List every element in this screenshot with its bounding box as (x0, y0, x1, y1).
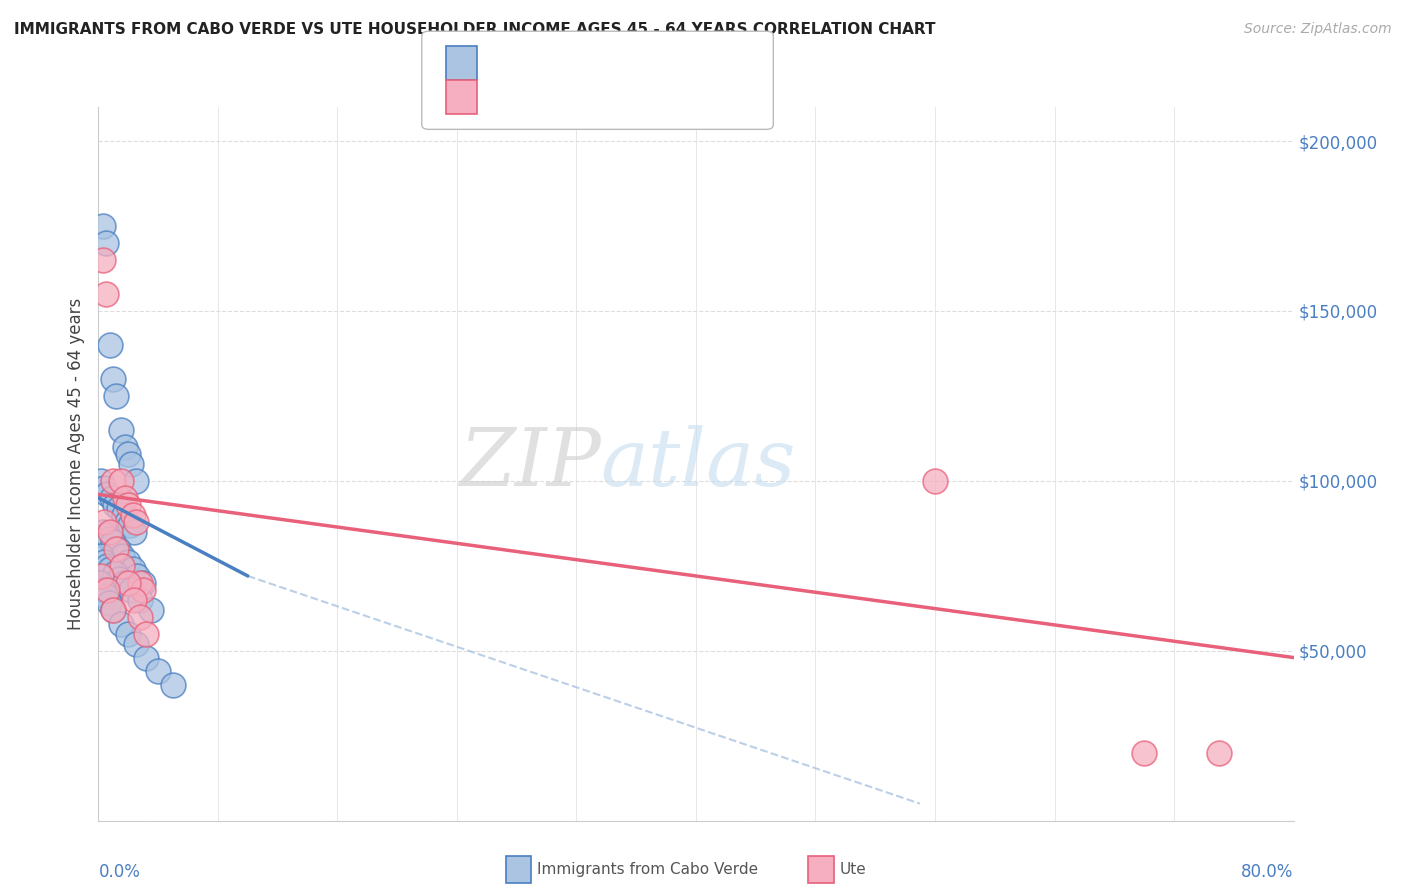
Point (98, 338, 122, 352)
Point (101, 491, 124, 505)
Point (114, 440, 136, 454)
Text: R = -0.207   N = 51: R = -0.207 N = 51 (491, 56, 641, 70)
Point (98, 524, 122, 539)
Point (97, 532, 120, 546)
Text: R = -0.468   N = 22: R = -0.468 N = 22 (491, 90, 641, 104)
Point (91, 582, 114, 597)
Point (120, 582, 142, 597)
Point (94, 528, 117, 542)
Point (111, 558, 134, 573)
Point (107, 541, 129, 556)
Point (105, 389, 128, 403)
Point (103, 372, 125, 386)
Point (1208, 746, 1230, 760)
Point (94, 287, 117, 301)
Point (94, 590, 117, 604)
Text: Immigrants from Cabo Verde: Immigrants from Cabo Verde (537, 863, 758, 877)
Text: IMMIGRANTS FROM CABO VERDE VS UTE HOUSEHOLDER INCOME AGES 45 - 64 YEARS CORRELAT: IMMIGRANTS FROM CABO VERDE VS UTE HOUSEH… (14, 22, 935, 37)
Point (127, 569, 149, 583)
Point (118, 518, 141, 533)
Point (125, 474, 148, 488)
Point (121, 562, 143, 576)
Point (110, 616, 132, 631)
Point (132, 582, 155, 597)
Point (104, 498, 127, 512)
Point (120, 457, 142, 471)
Point (111, 549, 134, 563)
Point (103, 535, 125, 549)
Point (139, 603, 162, 617)
Point (114, 491, 136, 505)
Point (96, 582, 118, 597)
Text: ZIP: ZIP (458, 425, 600, 502)
Point (89, 575, 111, 590)
Point (112, 575, 135, 590)
Point (162, 678, 184, 692)
Point (117, 626, 139, 640)
Point (110, 423, 132, 437)
Point (125, 515, 148, 529)
Y-axis label: Householder Income Ages 45 - 64 years: Householder Income Ages 45 - 64 years (66, 298, 84, 630)
Point (93, 515, 115, 529)
Point (90, 549, 112, 563)
Point (117, 555, 139, 569)
Point (924, 474, 946, 488)
Point (103, 474, 125, 488)
Text: atlas: atlas (600, 425, 796, 502)
Point (91, 524, 114, 539)
Point (117, 498, 139, 512)
Point (97, 596, 120, 610)
Point (105, 541, 128, 556)
Point (96, 487, 118, 501)
Point (129, 575, 152, 590)
Point (129, 592, 152, 607)
Point (132, 575, 155, 590)
Point (129, 609, 152, 624)
Point (112, 508, 135, 522)
Point (90, 569, 112, 583)
Point (91, 252, 114, 267)
Point (1133, 746, 1156, 760)
Point (135, 650, 157, 665)
Point (148, 664, 170, 678)
Text: Ute: Ute (839, 863, 866, 877)
Point (135, 626, 157, 640)
Point (94, 235, 117, 250)
Point (91, 219, 114, 233)
Point (125, 637, 148, 651)
Text: 0.0%: 0.0% (98, 863, 141, 881)
Point (108, 501, 131, 516)
Point (103, 603, 125, 617)
Point (117, 575, 139, 590)
Text: Source: ZipAtlas.com: Source: ZipAtlas.com (1244, 22, 1392, 37)
Point (90, 474, 112, 488)
Point (93, 481, 115, 495)
Point (115, 515, 138, 529)
Point (93, 555, 115, 569)
Point (103, 603, 125, 617)
Point (121, 508, 143, 522)
Point (110, 474, 132, 488)
Text: 80.0%: 80.0% (1241, 863, 1294, 881)
Point (124, 524, 146, 539)
Point (98, 562, 122, 576)
Point (96, 558, 118, 573)
Point (108, 573, 131, 587)
Point (104, 566, 127, 580)
Point (117, 447, 139, 461)
Point (124, 592, 146, 607)
